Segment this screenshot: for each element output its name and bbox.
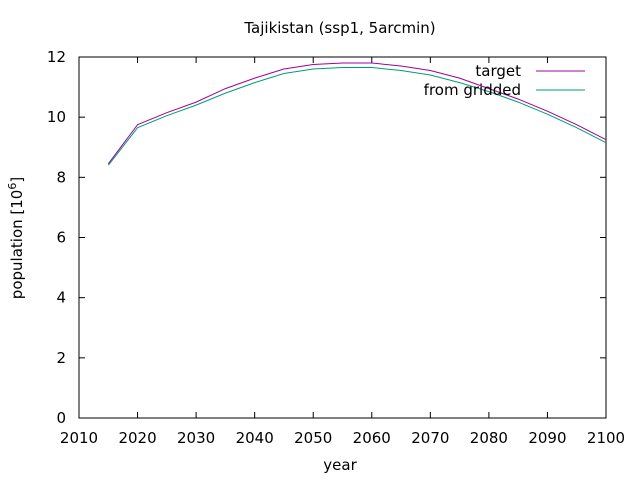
plot-frame	[78, 56, 607, 419]
y-axis-label-exponent: 6	[6, 183, 19, 190]
x-tick-label: 2100	[587, 429, 625, 447]
x-tick-label: 2090	[528, 429, 566, 447]
x-tick-label: 2050	[294, 429, 332, 447]
series-line-target	[107, 62, 607, 165]
y-tick-label: 12	[47, 48, 66, 66]
series-line-from-gridded	[107, 67, 607, 166]
y-tick-label: 0	[56, 409, 66, 427]
x-tick-label: 2010	[60, 429, 98, 447]
x-axis: 2010 2020 2030 2040 2050 2060 2070 2080 2090 2100	[60, 57, 625, 447]
x-tick-label: 2030	[177, 429, 215, 447]
x-tick-label: 2070	[411, 429, 449, 447]
y-axis-label-close: ]	[8, 177, 26, 183]
x-tick-label: 2020	[118, 429, 156, 447]
y-axis-label-main: population [10	[8, 190, 26, 300]
legend-label-from-gridded: from gridded	[424, 81, 521, 99]
series-group	[107, 62, 607, 166]
y-tick-label: 10	[47, 108, 66, 126]
y-tick-label: 4	[56, 289, 66, 307]
chart-title: Tajikistan (ssp1, 5arcmin)	[243, 19, 435, 37]
y-tick-label: 8	[56, 168, 66, 186]
y-axis: 0 2 4 6 8 10 12	[47, 48, 606, 427]
legend: target from gridded	[424, 62, 585, 99]
x-tick-label: 2060	[353, 429, 391, 447]
x-tick-label: 2040	[236, 429, 274, 447]
y-tick-label: 2	[56, 349, 66, 367]
y-tick-label: 6	[56, 229, 66, 247]
x-axis-label: year	[323, 456, 357, 474]
x-tick-label: 2080	[470, 429, 508, 447]
y-axis-label: population [106]	[6, 177, 26, 299]
legend-label-target: target	[475, 62, 521, 80]
